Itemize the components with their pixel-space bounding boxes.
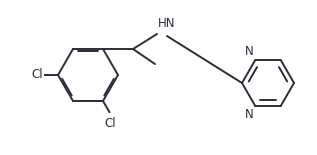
Text: N: N bbox=[245, 45, 254, 58]
Text: Cl: Cl bbox=[105, 117, 116, 130]
Text: HN: HN bbox=[158, 17, 176, 30]
Text: N: N bbox=[245, 108, 254, 121]
Text: Cl: Cl bbox=[31, 69, 43, 82]
